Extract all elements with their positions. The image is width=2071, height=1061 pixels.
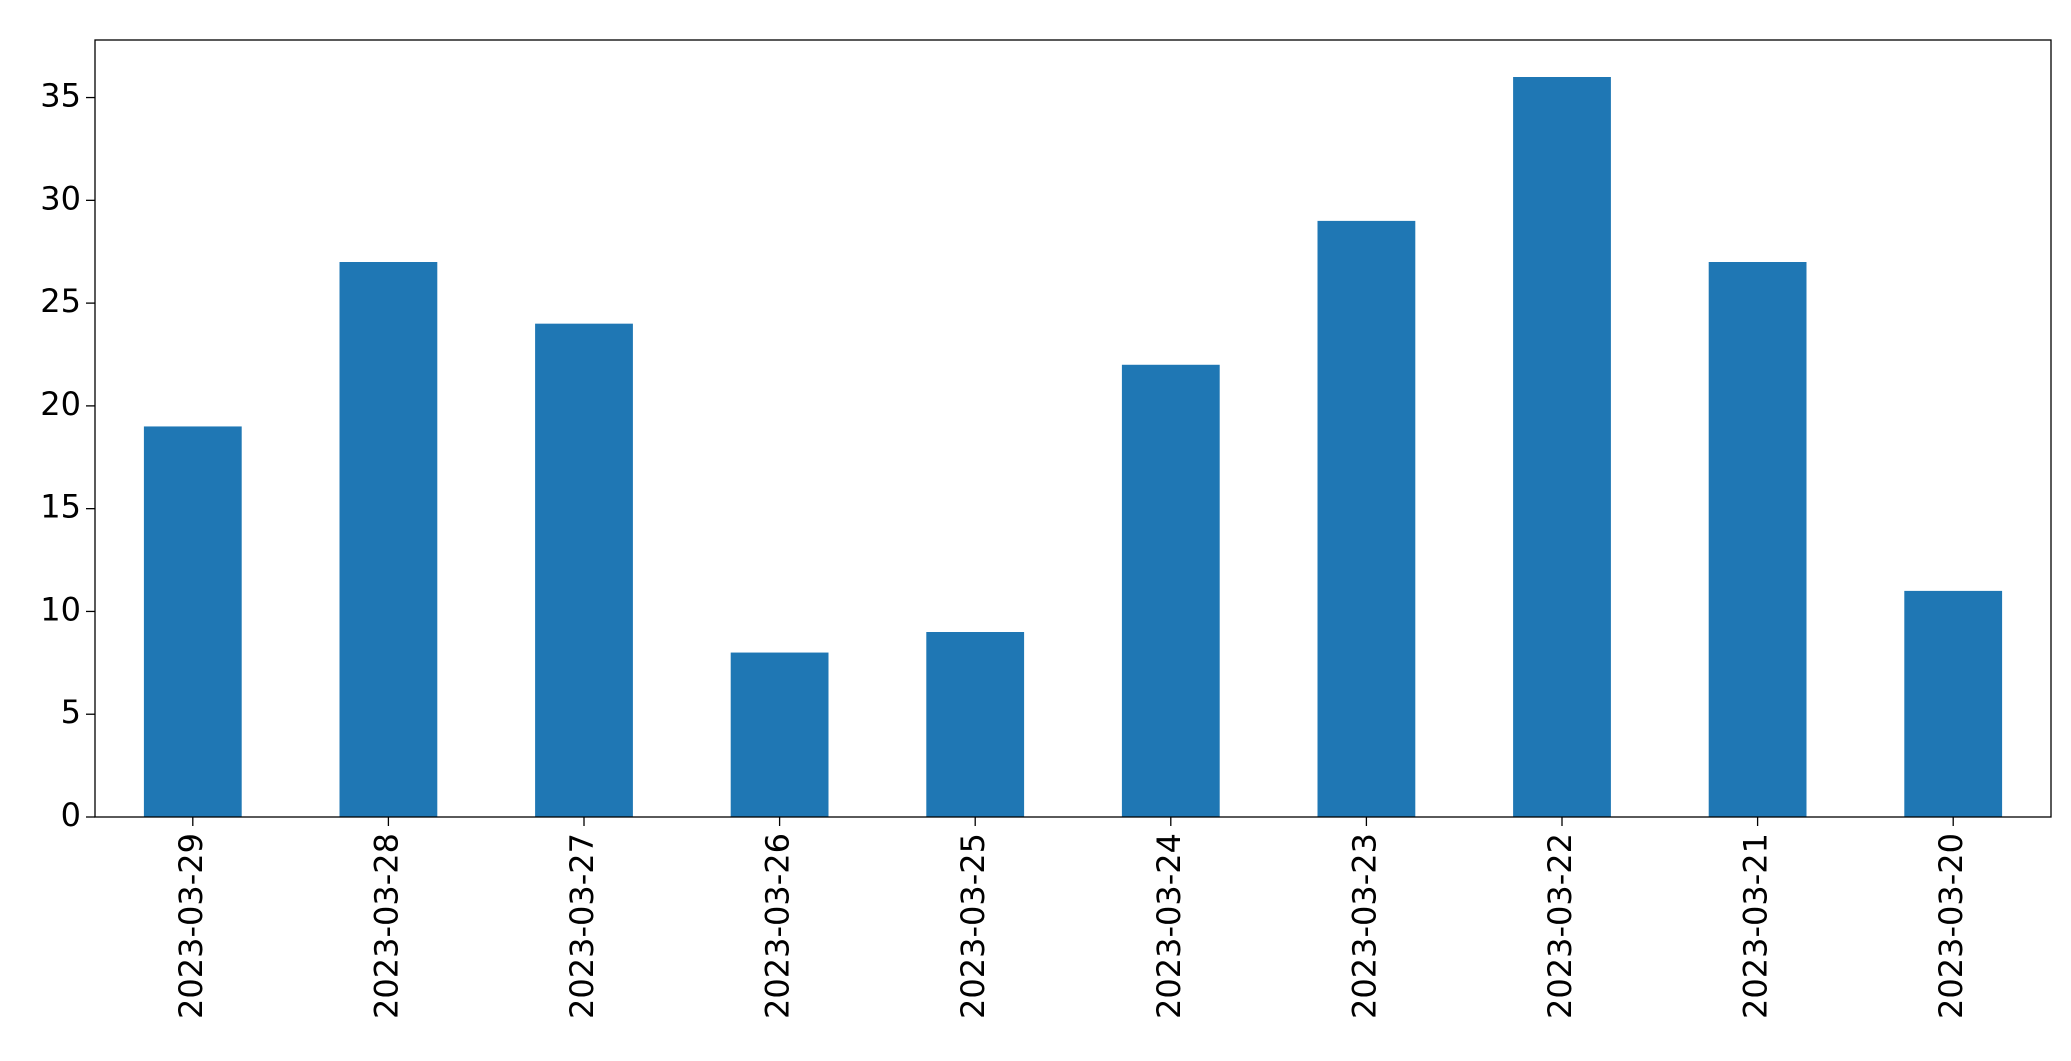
y-tick-label: 15 bbox=[40, 488, 81, 526]
x-tick-label: 2023-03-25 bbox=[954, 833, 992, 1019]
y-tick-label: 0 bbox=[61, 796, 81, 834]
bar bbox=[1513, 77, 1611, 817]
bar bbox=[1708, 262, 1807, 817]
x-tick-label: 2023-03-24 bbox=[1150, 833, 1188, 1019]
y-tick-label: 25 bbox=[40, 282, 81, 320]
plot-frame bbox=[94, 39, 2052, 818]
bar bbox=[1904, 590, 2003, 817]
y-tick-label: 10 bbox=[40, 590, 81, 628]
x-tick-label: 2023-03-21 bbox=[1737, 833, 1775, 1019]
x-tick-label: 2023-03-27 bbox=[563, 833, 601, 1019]
y-tick-label: 35 bbox=[40, 77, 81, 115]
x-tick-label: 2023-03-22 bbox=[1541, 833, 1579, 1019]
bar bbox=[1121, 364, 1220, 817]
y-tick-label: 5 bbox=[61, 693, 81, 731]
bar bbox=[143, 426, 242, 817]
x-tick-label: 2023-03-26 bbox=[759, 833, 797, 1019]
bar bbox=[730, 652, 829, 817]
x-tick-label: 2023-03-20 bbox=[1932, 833, 1970, 1019]
bar bbox=[339, 262, 438, 817]
y-tick-label: 30 bbox=[40, 179, 81, 217]
y-tick-label: 20 bbox=[40, 385, 81, 423]
x-tick-label: 2023-03-23 bbox=[1345, 833, 1383, 1019]
x-tick-label: 2023-03-28 bbox=[367, 833, 405, 1019]
x-tick-label: 2023-03-29 bbox=[172, 833, 210, 1019]
bar bbox=[1317, 220, 1416, 817]
bar bbox=[926, 632, 1025, 817]
bar bbox=[535, 323, 633, 817]
